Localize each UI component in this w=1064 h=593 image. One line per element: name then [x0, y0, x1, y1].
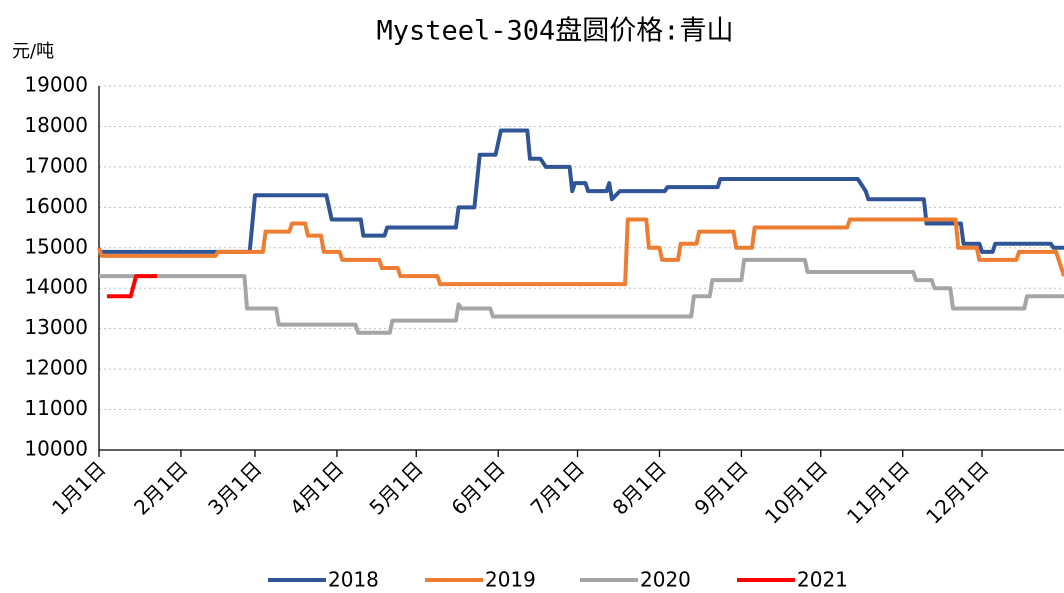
x-tick-label: 7月1日 [526, 456, 589, 519]
y-tick-label: 18000 [24, 113, 88, 137]
y-tick-label: 14000 [24, 275, 88, 299]
x-tick-label: 9月1日 [690, 456, 753, 519]
y-tick-label: 12000 [24, 356, 88, 380]
x-tick-label: 11月1日 [842, 456, 914, 528]
series-line [106, 274, 158, 299]
y-tick-label: 17000 [24, 153, 88, 177]
legend-label: 2021 [797, 568, 848, 592]
series-line [99, 128, 1064, 254]
legend-label: 2019 [485, 568, 536, 592]
series-line [97, 217, 1064, 287]
legend-label: 2020 [640, 568, 691, 592]
x-tick-label: 1月1日 [47, 456, 110, 519]
x-tick-label: 3月1日 [203, 456, 266, 519]
series-line [99, 257, 1064, 335]
y-tick-label: 13000 [24, 315, 88, 339]
y-tick-label: 19000 [24, 73, 88, 97]
y-tick-label: 10000 [24, 437, 88, 461]
x-tick-label: 4月1日 [285, 456, 348, 519]
y-tick-label: 15000 [24, 234, 88, 258]
y-tick-label: 11000 [24, 396, 88, 420]
x-tick-label: 6月1日 [446, 456, 509, 519]
y-tick-label: 16000 [24, 194, 88, 218]
y-axis-label: 元/吨 [12, 41, 54, 62]
legend-label: 2018 [328, 568, 379, 592]
x-tick-label: 8月1日 [608, 456, 671, 519]
x-tick-label: 5月1日 [364, 456, 427, 519]
chart-title: Mysteel-304盘圆价格:青山 [376, 16, 733, 47]
x-tick-label: 12月1日 [921, 456, 993, 528]
x-tick-label: 10月1日 [760, 456, 832, 528]
x-tick-label: 2月1日 [129, 456, 192, 519]
